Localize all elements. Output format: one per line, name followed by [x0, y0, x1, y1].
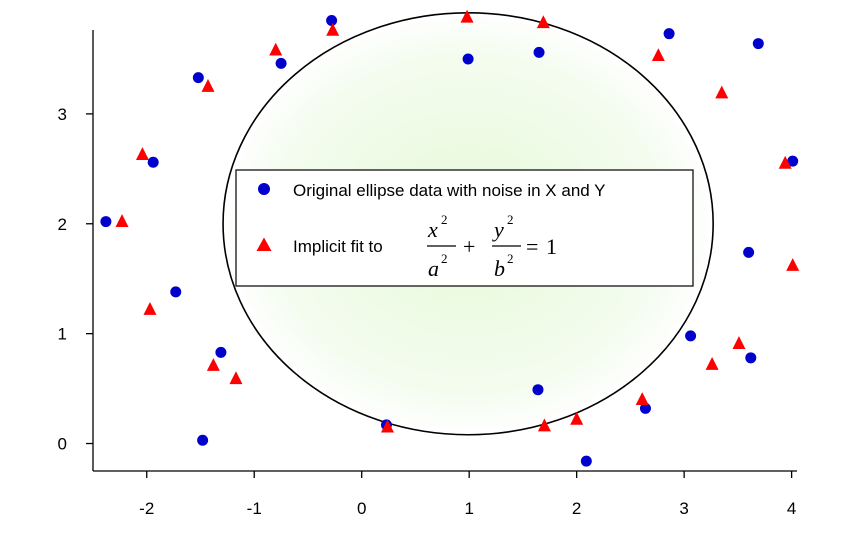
eq-one: 1: [546, 234, 557, 259]
data-point-fit: [570, 411, 584, 425]
data-point-original: [685, 330, 697, 342]
data-point-fit: [715, 85, 729, 99]
data-point-original: [170, 286, 182, 298]
eq-a: a: [428, 256, 439, 281]
x-tick-label: 0: [357, 499, 366, 518]
data-point-original: [275, 57, 287, 69]
eq-b-exp: 2: [507, 251, 514, 266]
y-ticks: 0 1 2 3: [58, 105, 93, 454]
data-point-original: [533, 46, 545, 58]
data-point-fit: [705, 356, 719, 370]
data-point-original: [532, 384, 544, 396]
data-point-fit: [206, 358, 220, 371]
y-tick-label: 1: [58, 325, 67, 344]
data-point-original: [147, 156, 159, 168]
data-point-fit: [460, 9, 474, 23]
data-point-original: [639, 402, 651, 414]
data-point-original: [663, 28, 675, 40]
legend: Original ellipse data with noise in X an…: [235, 169, 694, 287]
data-point-fit: [536, 15, 550, 29]
eq-y: y: [492, 217, 504, 242]
data-point-original: [462, 53, 474, 65]
data-point-original: [580, 455, 592, 467]
x-tick-label: 2: [572, 499, 581, 518]
data-point-fit: [635, 392, 649, 405]
x-tick-label: 3: [679, 499, 688, 518]
fit-equation: x 2 a 2 + y 2 b 2 = 1: [427, 212, 557, 281]
data-point-original: [745, 352, 757, 364]
data-point-original: [100, 216, 112, 228]
x-tick-label: -2: [139, 499, 154, 518]
eq-y-exp: 2: [507, 212, 514, 227]
data-point-fit: [269, 42, 283, 56]
data-point-original: [197, 434, 209, 446]
eq-plus: +: [463, 234, 475, 259]
series-points: [100, 9, 800, 467]
data-point-original: [192, 72, 204, 84]
eq-equals: =: [526, 234, 538, 259]
data-point-fit: [380, 419, 394, 433]
x-tick-label: -1: [247, 499, 262, 518]
x-ticks: -2 -1 0 1 2 3 4: [139, 471, 796, 518]
x-tick-label: 4: [787, 499, 796, 518]
data-point-original: [215, 346, 227, 358]
y-tick-label: 2: [58, 215, 67, 234]
data-point-fit: [732, 336, 746, 349]
data-point-fit: [115, 214, 129, 227]
data-point-fit: [229, 371, 243, 385]
legend-label-fit: Implicit fit to: [293, 237, 383, 256]
data-point-fit: [651, 48, 665, 62]
eq-b: b: [494, 256, 505, 281]
data-point-original: [326, 14, 338, 26]
data-point-fit: [135, 147, 149, 160]
data-point-fit: [201, 78, 215, 92]
x-tick-label: 1: [464, 499, 473, 518]
legend-marker-triangle: [256, 237, 272, 251]
legend-label-original: Original ellipse data with noise in X an…: [293, 181, 605, 200]
legend-marker-circle: [258, 183, 270, 195]
data-point-fit: [143, 302, 157, 315]
eq-a-exp: 2: [441, 251, 448, 266]
y-tick-label: 0: [58, 435, 67, 454]
axes: -2 -1 0 1 2 3 4 0 1 2 3: [58, 30, 797, 518]
data-point-fit: [778, 155, 792, 169]
legend-box: [235, 169, 694, 287]
data-point-original: [752, 38, 764, 50]
data-point-fit: [537, 418, 551, 432]
eq-x-exp: 2: [441, 212, 448, 227]
data-point-fit: [326, 22, 340, 36]
data-point-original: [743, 246, 755, 258]
data-point-fit: [786, 258, 800, 271]
data-point-original: [787, 155, 799, 167]
eq-x: x: [427, 217, 438, 242]
y-tick-label: 3: [58, 105, 67, 124]
